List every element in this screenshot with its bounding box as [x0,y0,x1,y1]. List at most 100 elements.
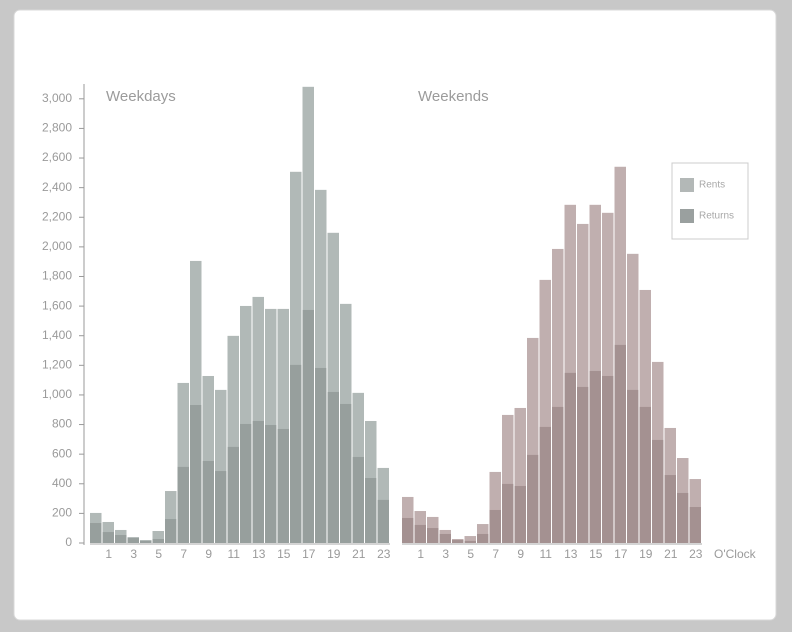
bar [477,524,489,543]
x-tick-label: 21 [352,547,366,561]
y-tick-label: 2,000 [42,239,72,253]
bar [315,367,327,543]
bar [290,171,302,544]
bar [502,414,514,543]
bar [414,524,426,543]
bar [252,296,264,543]
y-tick-label: 1,600 [42,298,72,312]
y-tick-label: 1,400 [42,328,72,342]
bar [377,499,389,543]
bar [190,260,202,543]
bar [165,491,177,543]
bar [527,454,539,543]
legend-swatch [680,209,694,223]
bar [614,344,626,543]
x-tick-label: 19 [327,547,341,561]
x-tick-label: 19 [639,547,653,561]
x-tick-label: 3 [442,547,449,561]
bar [327,391,339,543]
x-tick-label: 5 [467,547,474,561]
bar [190,405,202,543]
bar [202,460,214,543]
bar [689,507,701,543]
x-tick-label: 9 [517,547,524,561]
bar [265,424,277,543]
y-tick-label: 200 [52,506,72,520]
x-tick-label: 17 [614,547,628,561]
bar [539,279,551,543]
y-tick-label: 600 [52,446,72,460]
x-tick-label: 7 [492,547,499,561]
bar [327,232,339,543]
bar [464,536,476,543]
x-tick-label: 3 [130,547,137,561]
y-tick-label: 0 [65,535,72,549]
y-tick-label: 1,000 [42,387,72,401]
bar [514,485,526,543]
x-tick-label: 13 [252,547,266,561]
legend-label: Returns [699,211,734,222]
bar [202,375,214,543]
bar [677,492,689,543]
bar [477,533,489,543]
bar [464,540,476,543]
bar [402,517,414,543]
y-tick-label: 400 [52,476,72,490]
bar [489,471,501,543]
bar [240,423,252,543]
bar [90,523,102,543]
bar [652,439,664,543]
bar [215,471,227,543]
panel-title: Weekends [418,88,489,105]
bar [177,466,189,543]
bar [352,456,364,543]
bar [502,483,514,543]
x-tick-label: 5 [155,547,162,561]
y-tick-label: 1,800 [42,269,72,283]
bar [315,189,327,543]
bar [664,475,676,543]
bar [439,533,451,543]
bar [577,223,589,544]
x-tick-label: 15 [589,547,603,561]
bar [602,375,614,543]
x-tick-label: 1 [105,547,112,561]
bar [277,428,289,543]
x-tick-label: 1 [417,547,424,561]
bar [527,337,539,543]
bar [302,309,314,543]
y-tick-label: 3,000 [42,91,72,105]
bar [152,539,164,543]
bar [252,420,264,543]
bar [639,406,651,543]
bar [102,532,114,543]
bar [127,537,139,543]
x-tick-label: 7 [180,547,187,561]
bar [227,446,239,543]
bar [564,372,576,543]
bar [340,403,352,543]
panel-title: Weekdays [106,88,176,105]
bar [452,540,464,543]
x-tick-label: 15 [277,547,291,561]
y-tick-label: 2,800 [42,121,72,135]
y-tick-label: 800 [52,417,72,431]
legend-box [671,162,749,240]
bar [539,426,551,543]
bar [427,528,439,543]
x-tick-label: 21 [664,547,678,561]
bar [514,407,526,543]
y-tick-label: 2,400 [42,180,72,194]
bar [227,335,239,543]
legend-swatch [680,178,694,192]
bar [177,382,189,543]
bar [290,364,302,543]
bar [589,370,601,543]
bar [489,509,501,543]
x-tick-label: 11 [228,547,241,561]
y-tick-label: 2,600 [42,150,72,164]
bar [152,531,164,543]
bar [140,540,152,543]
legend-label: Rents [699,180,725,191]
